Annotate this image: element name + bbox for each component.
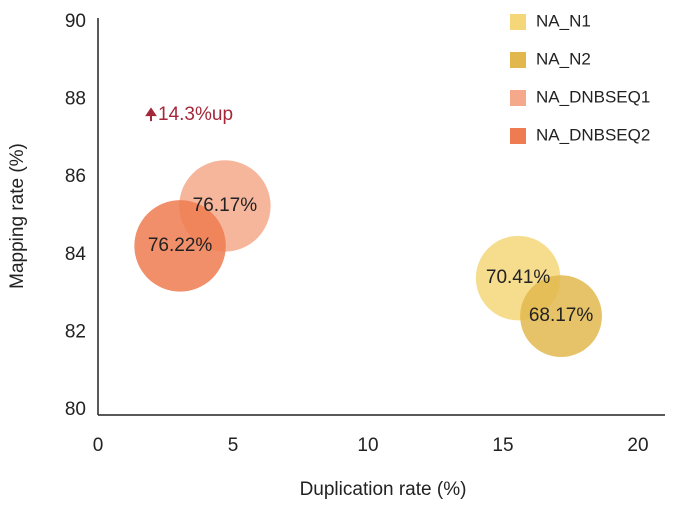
legend-swatch <box>510 128 526 144</box>
legend-label: NA_N1 <box>536 11 591 30</box>
y-tick-label: 86 <box>65 166 86 187</box>
x-tick-label: 5 <box>228 435 239 456</box>
legend-swatch <box>510 14 526 30</box>
bubble <box>520 275 602 358</box>
y-tick-label: 84 <box>65 244 87 265</box>
annotation: 14.3%up <box>158 104 233 125</box>
x-tick-label: 10 <box>357 435 378 456</box>
x-tick-label: 20 <box>627 435 648 456</box>
annotation-arrow <box>145 107 157 122</box>
y-tick-label: 90 <box>65 11 86 32</box>
legend-swatch <box>510 90 526 106</box>
y-tick-label: 82 <box>65 321 86 342</box>
y-axis-label: Mapping rate (%) <box>7 143 28 289</box>
y-tick-label: 88 <box>65 89 86 110</box>
legend-label: NA_N2 <box>536 49 591 68</box>
x-axis-label: Duplication rate (%) <box>300 479 467 500</box>
legend-label: NA_DNBSEQ1 <box>536 87 650 106</box>
data-label: 68.17% <box>529 305 594 326</box>
legend-label: NA_DNBSEQ2 <box>536 125 650 144</box>
data-label: 76.17% <box>193 195 258 216</box>
y-tick-label: 80 <box>65 399 86 420</box>
legend-swatch <box>510 52 526 68</box>
x-tick-label: 15 <box>492 435 513 456</box>
data-label: 76.22% <box>148 235 213 256</box>
bubble <box>134 200 226 292</box>
x-tick-label: 0 <box>93 435 104 456</box>
data-label: 70.41% <box>486 267 551 288</box>
